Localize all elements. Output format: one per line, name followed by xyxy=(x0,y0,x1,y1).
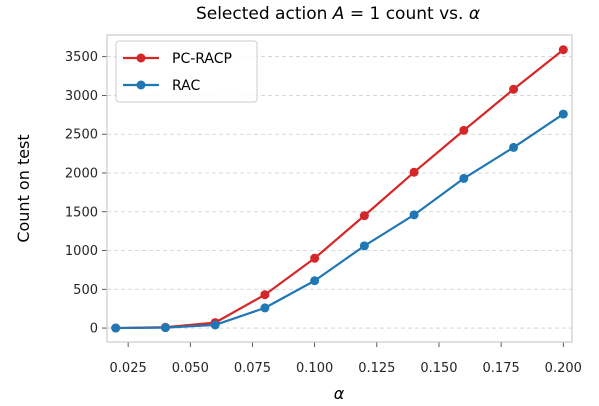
data-point xyxy=(260,303,270,313)
plot-frame xyxy=(106,34,573,343)
data-point xyxy=(459,125,469,135)
legend-marker xyxy=(136,80,146,90)
y-tick-label: 3500 xyxy=(65,50,98,65)
y-tick-label: 2000 xyxy=(65,166,98,181)
plot-series xyxy=(111,45,568,333)
chart-title: Selected action A = 1 count vs. α xyxy=(196,4,480,24)
data-point xyxy=(310,276,320,286)
legend: PC-RACP RAC xyxy=(115,40,258,103)
x-tick-label: 0.200 xyxy=(545,361,582,376)
data-point xyxy=(558,109,568,119)
y-tick-label: 2500 xyxy=(65,128,98,143)
data-point xyxy=(409,210,419,220)
x-tick-label: 0.025 xyxy=(110,361,147,376)
y-tick-label: 3000 xyxy=(65,89,98,104)
data-point xyxy=(509,84,519,94)
y-tick-label: 1000 xyxy=(65,244,98,259)
data-point xyxy=(111,323,121,333)
legend-label: PC-RACP xyxy=(172,51,232,67)
x-tick-label: 0.050 xyxy=(172,361,209,376)
x-axis: 0.025 0.050 0.075 0.100 0.125 0.150 0.175 0.200 xyxy=(110,342,582,376)
legend-box xyxy=(115,40,258,103)
x-tick-label: 0.175 xyxy=(483,361,520,376)
data-point xyxy=(210,320,220,330)
x-tick-label: 0.125 xyxy=(358,361,395,376)
series-rac xyxy=(111,109,568,333)
x-tick-label: 0.075 xyxy=(234,361,271,376)
series-line xyxy=(115,48,564,330)
x-axis-label: α xyxy=(334,384,345,403)
legend-label: RAC xyxy=(172,78,200,94)
y-axis-label: Count on test xyxy=(14,134,33,242)
series-line xyxy=(115,113,564,330)
x-tick-label: 0.150 xyxy=(420,361,457,376)
data-point xyxy=(409,167,419,177)
data-point xyxy=(160,323,170,333)
y-tick-label: 0 xyxy=(90,322,98,337)
y-axis: 0 500 1000 1500 2000 2500 3000 3500 xyxy=(65,50,107,337)
data-point xyxy=(558,45,568,55)
data-point xyxy=(459,173,469,183)
y-tick-label: 500 xyxy=(73,283,98,298)
data-point xyxy=(509,142,519,152)
data-point xyxy=(310,253,320,263)
data-point xyxy=(260,290,270,300)
data-point xyxy=(359,241,369,251)
y-tick-label: 1500 xyxy=(65,205,98,220)
legend-marker xyxy=(136,53,146,63)
x-tick-label: 0.100 xyxy=(296,361,333,376)
data-point xyxy=(359,211,369,221)
